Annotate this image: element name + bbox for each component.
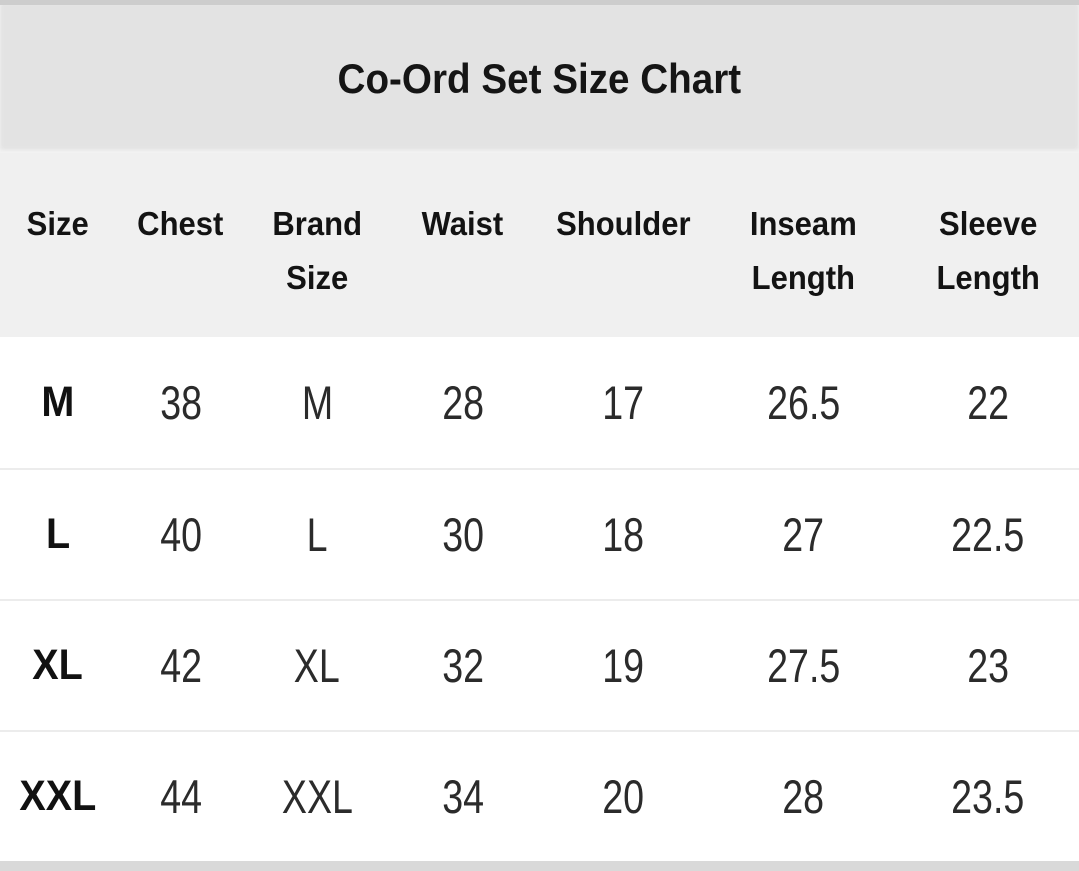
- cell-sleeve-length: 23.5: [951, 770, 1025, 823]
- column-header-sleeve-length: Sleeve Length: [936, 205, 1040, 296]
- cell-chest: 44: [159, 770, 202, 823]
- cell-size: L: [45, 510, 70, 558]
- title-band: Co-Ord Set Size Chart: [0, 5, 1079, 153]
- bottom-border-strip: [0, 861, 1079, 871]
- cell-shoulder: 18: [602, 508, 645, 561]
- cell-size: M: [41, 378, 75, 426]
- cell-waist: 28: [441, 376, 484, 429]
- table-row-xl: XL 42 XL 32 19 27.5 23: [0, 599, 1079, 730]
- page-title: Co-Ord Set Size Chart: [337, 55, 742, 102]
- cell-sleeve-length: 22: [966, 376, 1009, 429]
- cell-sleeve-length: 22.5: [951, 508, 1025, 561]
- table-row-m: M 38 M 28 17 26.5 22: [0, 337, 1079, 468]
- cell-chest: 40: [159, 508, 202, 561]
- cell-inseam-length: 26.5: [766, 376, 840, 429]
- cell-chest: 38: [159, 376, 202, 429]
- cell-brand-size: XL: [294, 639, 341, 692]
- column-header-chest: Chest: [137, 205, 224, 242]
- cell-shoulder: 19: [602, 639, 645, 692]
- column-header-size: Size: [26, 205, 89, 242]
- table-row-xxl: XXL 44 XXL 34 20 28 23.5: [0, 730, 1079, 861]
- cell-inseam-length: 27.5: [766, 639, 840, 692]
- table-row-l: L 40 L 30 18 27 22.5: [0, 468, 1079, 599]
- cell-brand-size: L: [306, 508, 328, 561]
- column-header-waist: Waist: [422, 205, 504, 242]
- cell-inseam-length: 27: [782, 508, 825, 561]
- table-header-row: Size Chest Brand Size Waist Shoulder Ins…: [0, 153, 1079, 337]
- column-header-brand-size: Brand Size: [272, 205, 362, 296]
- cell-brand-size: XXL: [281, 770, 353, 823]
- top-border-strip: [0, 0, 1079, 5]
- column-header-shoulder: Shoulder: [556, 205, 691, 242]
- table-body: M 38 M 28 17 26.5 22 L 40 L 30 18 27 22.…: [0, 337, 1079, 861]
- column-header-inseam-length: Inseam Length: [749, 205, 857, 296]
- cell-waist: 32: [441, 639, 484, 692]
- cell-brand-size: M: [301, 376, 333, 429]
- cell-inseam-length: 28: [782, 770, 825, 823]
- cell-shoulder: 17: [602, 376, 645, 429]
- cell-chest: 42: [159, 639, 202, 692]
- cell-shoulder: 20: [602, 770, 645, 823]
- cell-waist: 34: [441, 770, 484, 823]
- cell-size: XXL: [19, 772, 97, 820]
- cell-size: XL: [32, 641, 83, 689]
- cell-sleeve-length: 23: [966, 639, 1009, 692]
- cell-waist: 30: [441, 508, 484, 561]
